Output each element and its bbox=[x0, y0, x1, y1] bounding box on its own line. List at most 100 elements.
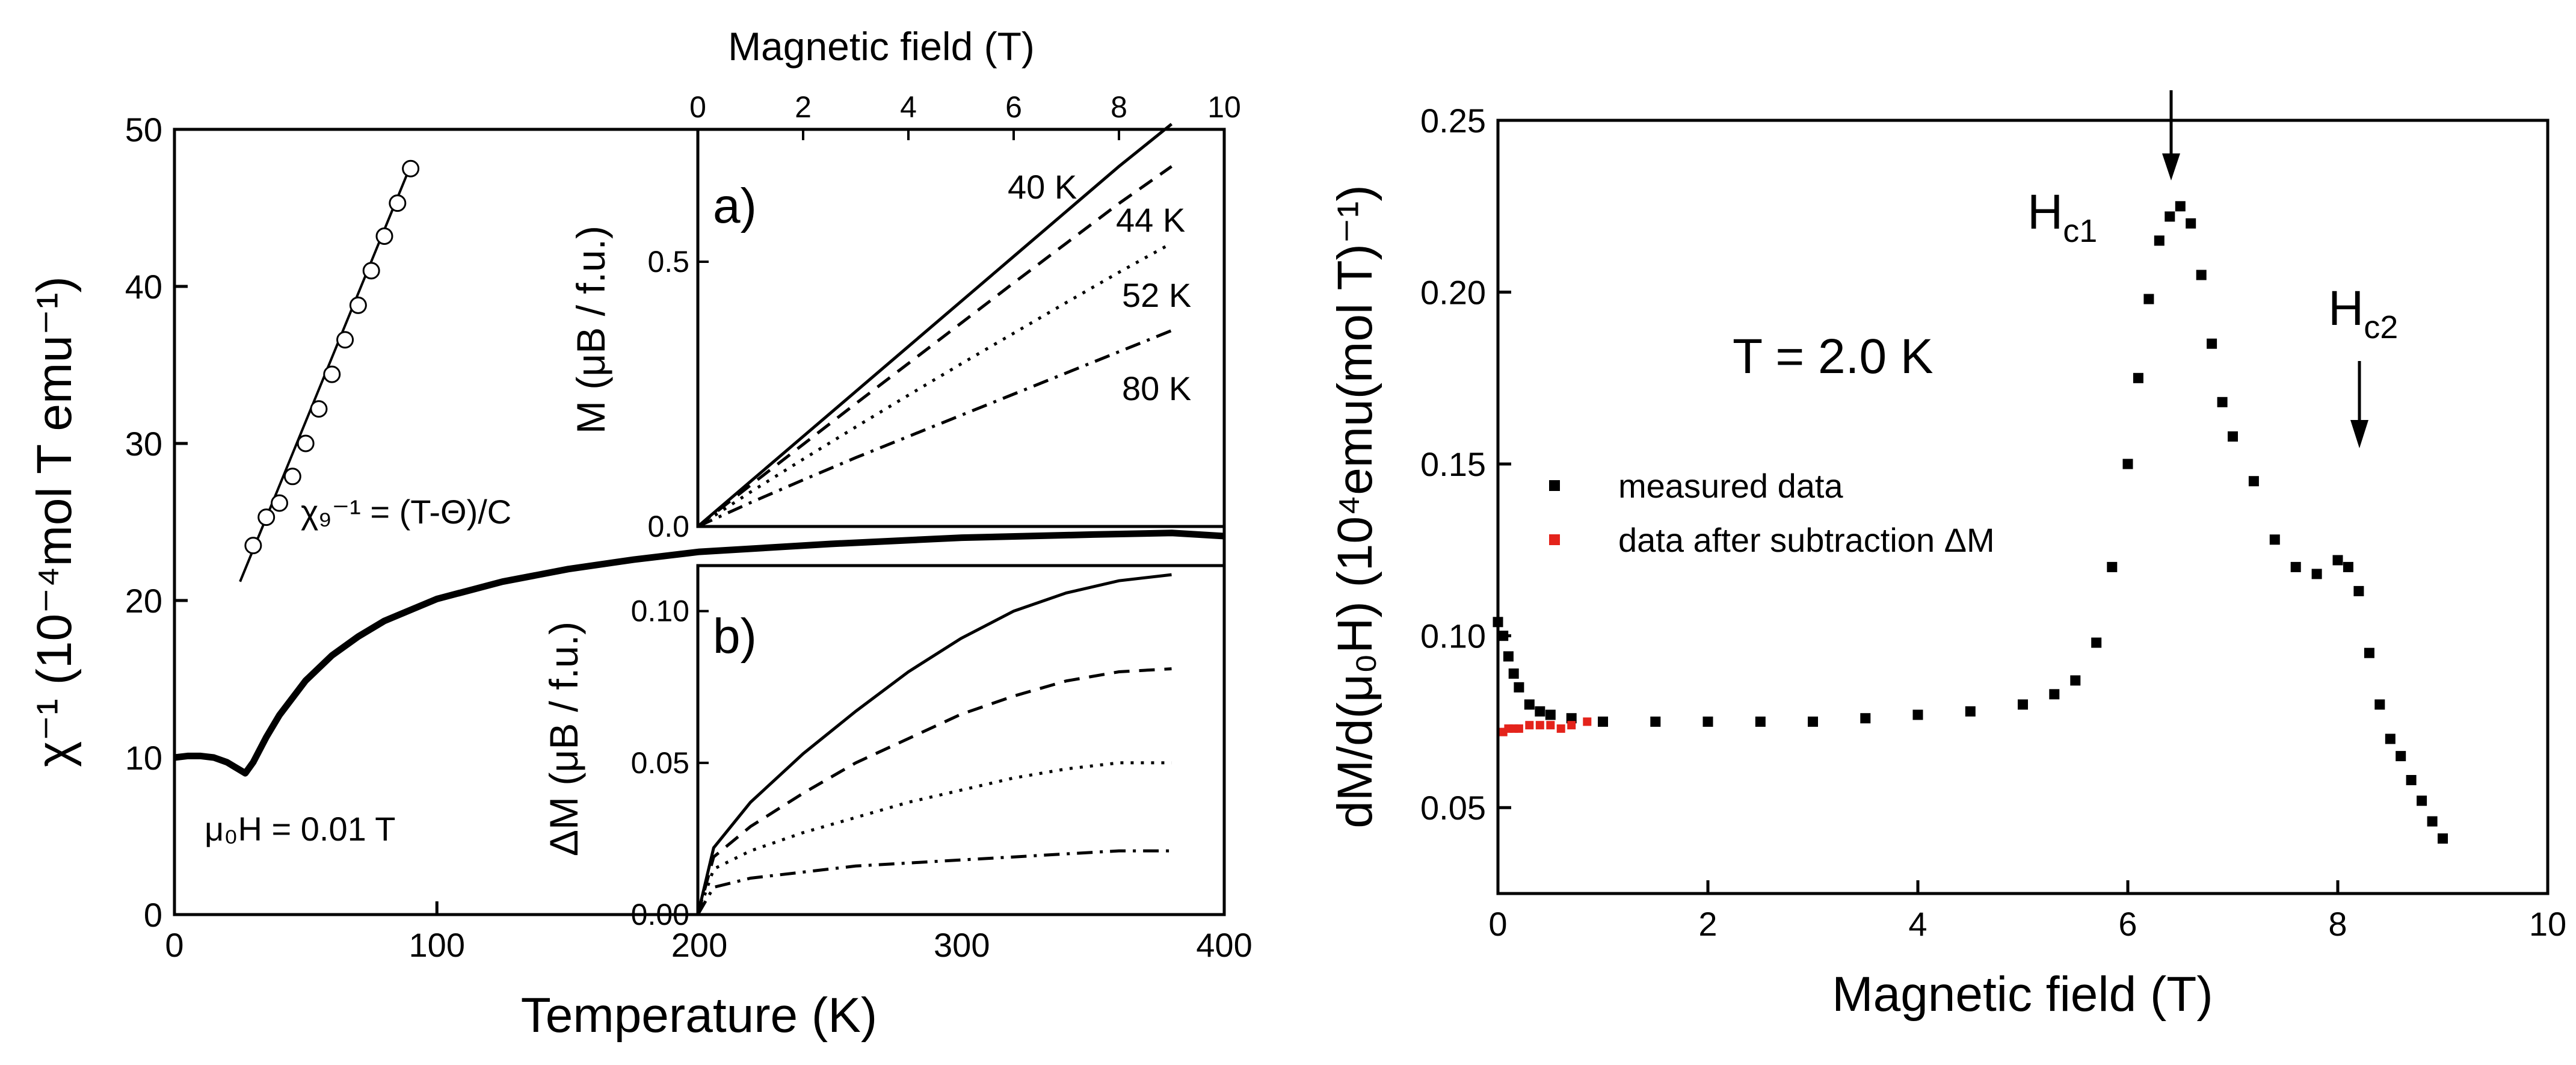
inset-a-panel-label: a) bbox=[713, 179, 757, 233]
measured-point-43 bbox=[2396, 751, 2406, 762]
measured-point-14 bbox=[1860, 713, 1871, 724]
inset-b-y-tick-label-0: 0.00 bbox=[631, 898, 689, 931]
left-chart: 0 100 200 300 400 0 10 20 30 40 50 Temperature (K)… bbox=[27, 111, 1253, 1043]
inset-a-x-axis-label: Magnetic field (T) bbox=[728, 24, 1035, 69]
measured-point-21 bbox=[2107, 561, 2118, 572]
measured-point-45 bbox=[2417, 795, 2427, 806]
inset-a-frame bbox=[696, 128, 1226, 528]
left-x-tick-label-3: 300 bbox=[934, 926, 990, 964]
measured-point-16 bbox=[1965, 706, 1976, 717]
measured-point-12 bbox=[1755, 716, 1766, 727]
right-x-tick-label-1: 2 bbox=[1698, 905, 1717, 943]
measured-point-5 bbox=[1524, 699, 1535, 710]
subtracted-point-7 bbox=[1556, 724, 1565, 733]
measured-point-3 bbox=[1508, 668, 1519, 679]
measured-point-19 bbox=[2070, 675, 2081, 686]
right-x-tick-label-2: 4 bbox=[1908, 905, 1927, 943]
subtracted-point-6 bbox=[1546, 721, 1555, 730]
measured-point-44 bbox=[2406, 775, 2417, 785]
right-y-tick-label-0: 0.05 bbox=[1420, 789, 1486, 827]
measured-point-31 bbox=[2217, 397, 2228, 407]
measured-point-20 bbox=[2091, 637, 2102, 648]
inset-b-curves bbox=[696, 573, 1172, 916]
measured-point-26 bbox=[2165, 211, 2175, 222]
left-x-tick-label-1: 100 bbox=[409, 926, 465, 964]
inset-a-y-tick-label-0: 0.0 bbox=[647, 510, 689, 543]
inset-a-y-tick-label-1: 0.5 bbox=[647, 245, 689, 279]
hc1-label: Hc1 bbox=[2027, 185, 2097, 249]
legend-marker-subtracted bbox=[1549, 534, 1560, 545]
measured-point-47 bbox=[2438, 833, 2448, 844]
fit-point-6 bbox=[323, 365, 341, 383]
measured-point-34 bbox=[2269, 534, 2280, 545]
inset-a-x-tick-label-3: 6 bbox=[1005, 90, 1022, 124]
right-plot-frame bbox=[1496, 119, 2550, 895]
subtracted-point-8 bbox=[1567, 721, 1576, 730]
inset-fit-formula: χ₉⁻¹ = (T-Θ)/C bbox=[301, 493, 511, 531]
measured-point-24 bbox=[2143, 294, 2154, 304]
measured-point-6 bbox=[1535, 706, 1545, 717]
right-x-tick-label-0: 0 bbox=[1488, 905, 1507, 943]
fit-point-5 bbox=[310, 400, 328, 418]
inset-a-x-tick-label-5: 10 bbox=[1207, 90, 1241, 124]
inset-a-label-44k: 44 K bbox=[1116, 201, 1185, 239]
hc2-label-sub: c2 bbox=[2364, 309, 2398, 345]
left-x-axis-label: Temperature (K) bbox=[521, 988, 877, 1043]
inset-a-y-axis-label: M (μB / f.u.) bbox=[569, 226, 613, 434]
measured-point-33 bbox=[2248, 476, 2259, 487]
inset-a-magnetization: 0 2 4 6 8 10 0.0 0.5 Magnetic field (T) M (μB /… bbox=[569, 24, 1241, 543]
right-y-tick-label-1: 0.10 bbox=[1420, 617, 1486, 655]
legend: measured data data after subtraction ΔM bbox=[1549, 467, 1995, 559]
right-y-tick-label-2: 0.15 bbox=[1420, 445, 1486, 483]
inset-a-label-52k: 52 K bbox=[1122, 276, 1191, 314]
inset-a-label-40k: 40 K bbox=[1008, 168, 1077, 206]
right-y-axis-label: dM/d(μ₀H) (10⁴emu(mol T)⁻¹) bbox=[1328, 185, 1382, 828]
inset-b-delta-m: 0.00 0.05 0.10 ΔM (μB / f.u.) b) bbox=[541, 564, 1226, 931]
fit-point-8 bbox=[349, 296, 367, 314]
inset-a-background bbox=[698, 129, 1224, 526]
inset-b-curve-0 bbox=[696, 573, 1172, 915]
measured-point-22 bbox=[2122, 458, 2133, 469]
measured-point-35 bbox=[2290, 561, 2301, 572]
inset-b-y-tick-label-1: 0.05 bbox=[631, 746, 689, 780]
right-y-tick-label-3: 0.20 bbox=[1420, 274, 1486, 312]
hc2-annotation: Hc2 bbox=[2328, 281, 2398, 448]
measured-point-10 bbox=[1650, 716, 1661, 727]
inverse-chi-fit-inset bbox=[239, 159, 420, 582]
measured-point-11 bbox=[1702, 716, 1713, 727]
fit-point-1 bbox=[257, 508, 276, 526]
inset-a-x-tick-label-0: 0 bbox=[689, 90, 706, 124]
inset-a-x-tick-label-1: 2 bbox=[795, 90, 812, 124]
subtracted-point-3 bbox=[1514, 724, 1523, 733]
hc1-arrowhead bbox=[2162, 153, 2180, 181]
left-y-tick-label-5: 50 bbox=[125, 111, 162, 149]
left-y-tick-label-2: 20 bbox=[125, 582, 162, 620]
fit-point-10 bbox=[375, 227, 393, 245]
inset-a-label-80k: 80 K bbox=[1122, 369, 1191, 407]
inset-a-x-tick-label-4: 8 bbox=[1111, 90, 1127, 124]
measured-point-23 bbox=[2133, 372, 2143, 383]
measured-point-9 bbox=[1598, 716, 1608, 727]
hc2-arrowhead bbox=[2350, 420, 2368, 448]
inset-b-panel-label: b) bbox=[713, 609, 757, 664]
hc2-label: Hc2 bbox=[2328, 281, 2398, 345]
inset-b-frame bbox=[696, 564, 1226, 916]
fit-point-0 bbox=[244, 537, 262, 555]
right-axis-ticks: 0 2 4 6 8 10 0.05 0.10 0.15 0.20 0.25 bbox=[1420, 102, 2566, 943]
right-x-tick-label-5: 10 bbox=[2529, 905, 2566, 943]
measured-point-36 bbox=[2311, 569, 2322, 579]
measured-point-7 bbox=[1545, 709, 1556, 720]
measured-point-32 bbox=[2228, 431, 2238, 442]
measured-point-28 bbox=[2186, 218, 2196, 229]
measured-point-38 bbox=[2343, 561, 2353, 572]
left-x-tick-label-4: 400 bbox=[1196, 926, 1252, 964]
measured-point-15 bbox=[1912, 709, 1923, 720]
field-annotation: μ₀H = 0.01 T bbox=[205, 810, 396, 848]
inset-a-curve-3 bbox=[697, 329, 1172, 528]
inset-b-background bbox=[698, 566, 1224, 915]
fit-point-7 bbox=[336, 331, 354, 349]
fit-point-2 bbox=[271, 494, 288, 512]
measured-point-42 bbox=[2385, 733, 2396, 744]
inset-a-curve-2 bbox=[697, 242, 1172, 528]
